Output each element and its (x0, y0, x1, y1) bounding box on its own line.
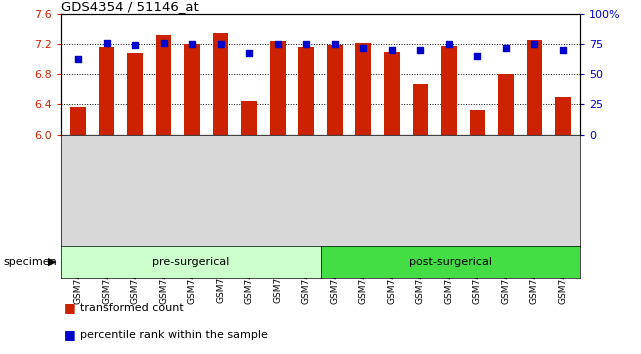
Text: GDS4354 / 51146_at: GDS4354 / 51146_at (61, 0, 199, 13)
Bar (99, 46, 114, 135)
Point (73, 56, 83, 62)
Bar (356, 44, 371, 135)
Text: specimen: specimen (3, 257, 57, 267)
Point (272, 41, 283, 47)
Text: ■: ■ (64, 328, 76, 341)
Point (215, 41, 226, 47)
Bar (213, 33, 228, 135)
Bar (156, 35, 171, 135)
Point (387, 47, 397, 53)
Point (415, 47, 426, 53)
Point (529, 41, 540, 47)
Text: transformed count: transformed count (80, 303, 184, 313)
Bar (555, 97, 571, 135)
Bar (327, 45, 342, 135)
Text: percentile rank within the sample: percentile rank within the sample (80, 330, 268, 339)
Text: ▶: ▶ (48, 257, 56, 267)
Point (187, 41, 197, 47)
Bar (441, 46, 457, 135)
Bar (527, 40, 542, 135)
Bar (127, 52, 143, 135)
Point (158, 40, 169, 46)
Point (472, 53, 483, 59)
Text: post-surgerical: post-surgerical (409, 257, 492, 267)
Point (558, 47, 568, 53)
Point (329, 41, 340, 47)
Point (301, 41, 312, 47)
Bar (498, 74, 514, 135)
Point (101, 40, 112, 46)
Bar (270, 41, 285, 135)
Point (358, 45, 369, 51)
Bar (470, 110, 485, 135)
Bar (70, 107, 86, 135)
Text: pre-surgerical: pre-surgerical (152, 257, 229, 267)
Point (501, 45, 511, 51)
Bar (299, 46, 314, 135)
Text: ■: ■ (64, 302, 76, 314)
Point (244, 50, 254, 56)
Bar (184, 44, 200, 135)
Point (444, 41, 454, 47)
Point (130, 42, 140, 48)
Bar (384, 52, 400, 135)
Bar (241, 101, 257, 135)
Bar (413, 84, 428, 135)
